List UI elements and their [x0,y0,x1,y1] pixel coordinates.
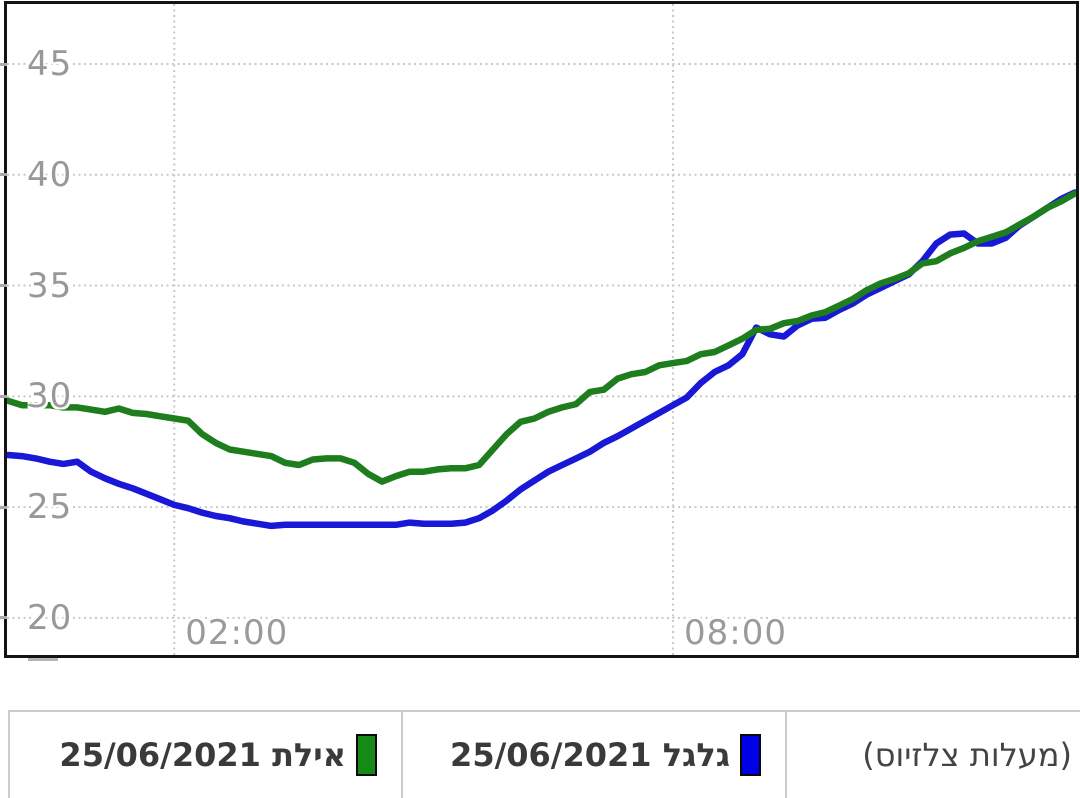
galgal-color-swatch [740,734,761,776]
legend-label-eilat: אילת 25/06/2021 [59,736,346,774]
x-axis-origin-tick [28,658,58,661]
chart-plot-area [4,1,1079,658]
plot-svg [7,4,1076,655]
eilat-color-swatch [356,734,377,776]
series-line-eilat [7,190,1076,485]
legend-units-label: (מעלות צלזיוס) [862,736,1072,774]
legend-bar: אילת 25/06/2021 גלגל 25/06/2021 (מעלות צ… [8,710,1080,798]
legend-label-galgal: גלגל 25/06/2021 [450,736,730,774]
legend-item-eilat: אילת 25/06/2021 [10,712,403,798]
series-line-galgal [7,189,1076,530]
legend-item-galgal: גלגל 25/06/2021 [403,712,787,798]
legend-units-cell: (מעלות צלזיוס) [787,712,1080,798]
